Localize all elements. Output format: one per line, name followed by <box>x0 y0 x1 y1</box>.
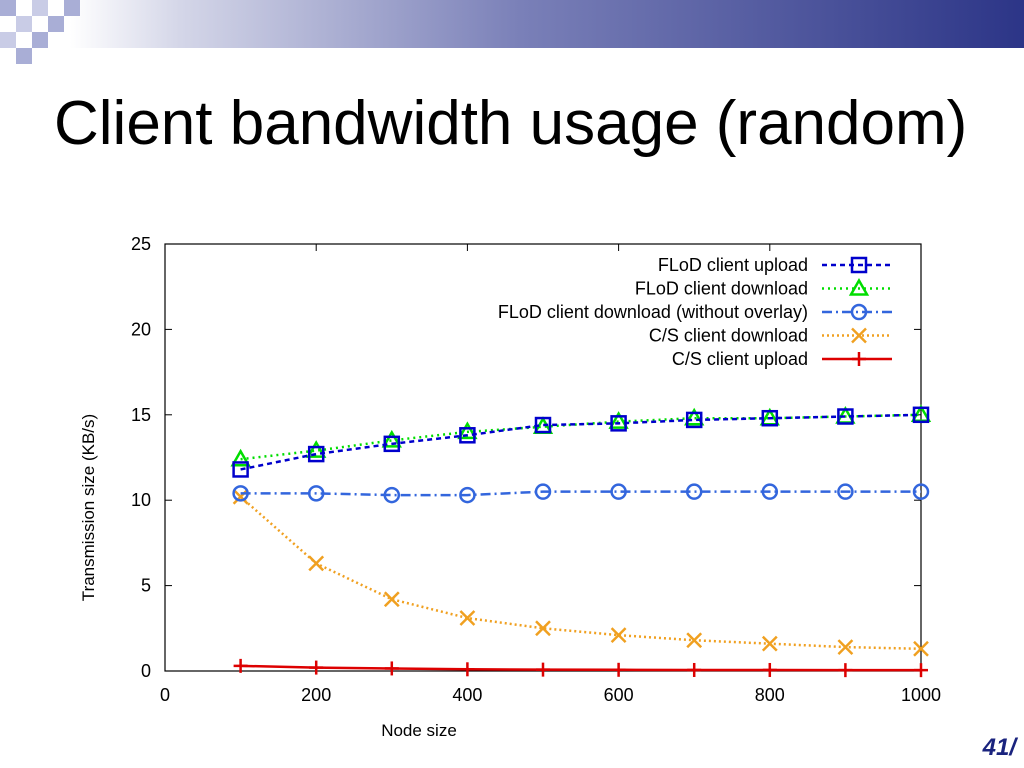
data-point-2-8 <box>837 483 854 500</box>
series-line-1 <box>240 413 922 461</box>
header-band <box>0 0 1024 48</box>
series-line-0 <box>240 413 922 471</box>
x-tick-label: 1000 <box>901 685 941 705</box>
data-point-2-6 <box>685 483 703 500</box>
data-point-2-5 <box>610 483 627 500</box>
data-point-3-0 <box>232 488 249 505</box>
data-point-0-8 <box>837 408 854 425</box>
legend-marker-4 <box>852 352 866 366</box>
data-point-2-3 <box>459 486 476 504</box>
series-line-3 <box>239 495 922 651</box>
x-tick-label: 400 <box>452 685 482 705</box>
data-point-0-1 <box>307 445 325 463</box>
legend-label-3: C/S client download <box>649 326 808 346</box>
data-point-4-2 <box>384 661 399 676</box>
data-point-3-6 <box>686 632 703 649</box>
series-line-4 <box>240 664 921 672</box>
data-point-0-3 <box>459 427 476 444</box>
data-point-2-1 <box>307 485 325 502</box>
data-point-3-3 <box>459 610 476 626</box>
data-point-0-2 <box>383 435 401 453</box>
data-point-2-0 <box>232 485 249 502</box>
y-tick-label: 10 <box>131 490 151 510</box>
y-tick-label: 5 <box>141 576 151 596</box>
data-point-0-4 <box>534 416 552 434</box>
legend-label-0: FLoD client upload <box>658 255 808 275</box>
x-tick-label: 600 <box>604 685 634 705</box>
data-point-4-5 <box>611 662 626 677</box>
data-point-3-1 <box>308 555 325 572</box>
data-point-0-6 <box>685 411 703 429</box>
x-axis-title: Node size <box>381 721 457 740</box>
data-point-4-6 <box>687 662 702 677</box>
data-point-4-1 <box>309 660 324 675</box>
data-point-3-5 <box>610 627 627 644</box>
legend-marker-2 <box>850 303 868 321</box>
legend-marker-1 <box>848 277 870 296</box>
y-tick-label: 15 <box>131 405 151 425</box>
data-point-4-9 <box>914 663 928 678</box>
legend-label-4: C/S client upload <box>672 349 808 369</box>
legend-label-1: FLoD client download <box>635 279 808 299</box>
data-point-2-9 <box>912 483 930 500</box>
y-tick-label: 0 <box>141 661 151 681</box>
data-point-3-9 <box>913 640 929 657</box>
y-tick-label: 25 <box>131 234 151 254</box>
data-point-0-0 <box>232 461 249 478</box>
data-point-0-9 <box>912 406 930 424</box>
series-line-2 <box>240 490 921 497</box>
legend-label-2: FLoD client download (without overlay) <box>498 302 808 322</box>
data-point-1-0 <box>230 448 251 467</box>
data-point-1-3 <box>457 421 478 440</box>
slide-title: Client bandwidth usage (random) <box>54 89 968 158</box>
data-point-4-4 <box>536 662 550 677</box>
y-tick-label: 20 <box>131 319 151 339</box>
data-point-1-5 <box>608 411 629 429</box>
data-point-0-5 <box>610 415 627 432</box>
data-point-3-2 <box>383 591 400 608</box>
x-tick-label: 800 <box>755 685 785 705</box>
data-point-0-7 <box>761 409 779 427</box>
page-number: 41/ <box>982 734 1016 761</box>
data-point-3-8 <box>837 639 854 655</box>
legend-marker-3 <box>851 327 867 344</box>
x-tick-label: 200 <box>301 685 331 705</box>
data-point-1-2 <box>381 429 402 448</box>
data-point-2-7 <box>761 483 779 500</box>
data-point-2-2 <box>383 486 401 504</box>
legend-marker-0 <box>850 256 868 274</box>
checker-logo <box>0 0 96 64</box>
data-point-3-4 <box>535 620 551 637</box>
data-point-2-4 <box>534 483 552 500</box>
data-point-4-0 <box>233 658 248 673</box>
data-point-3-7 <box>761 635 778 652</box>
data-point-4-7 <box>762 662 777 677</box>
x-tick-label: 0 <box>160 685 170 705</box>
data-point-1-6 <box>684 407 705 426</box>
data-point-1-1 <box>306 440 327 458</box>
y-axis-title: Transmission size (KB/s) <box>79 414 98 601</box>
data-point-4-3 <box>460 662 475 677</box>
data-point-4-8 <box>838 663 853 678</box>
